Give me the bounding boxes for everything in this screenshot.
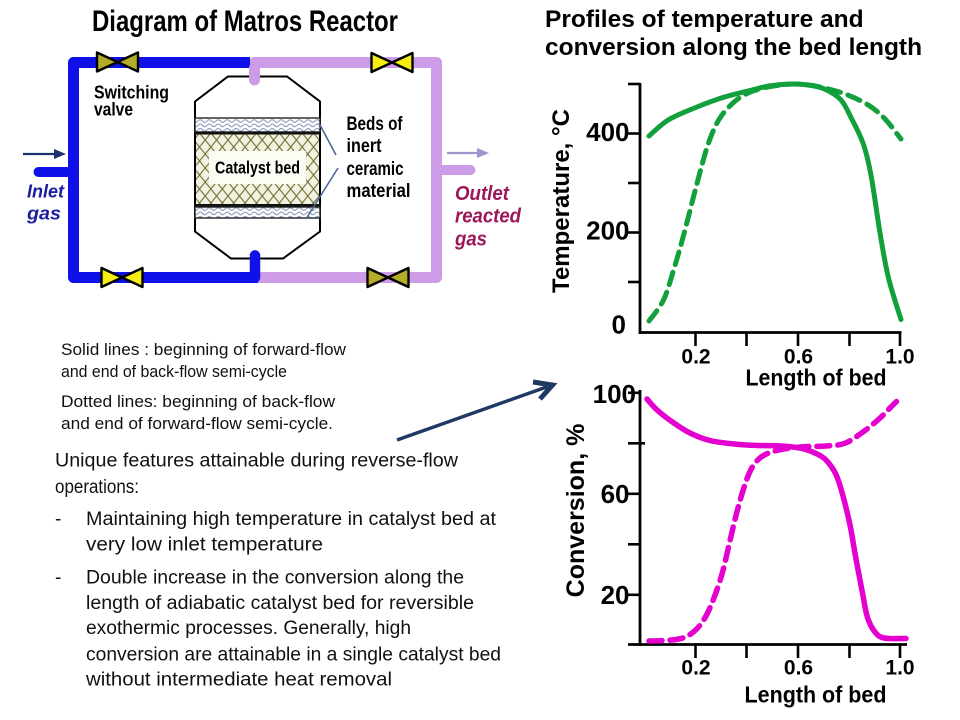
svg-text:exothermic processes. Generall: exothermic processes. Generally, high — [86, 618, 411, 639]
svg-text:Maintaining high temperature i: Maintaining high temperature in catalyst… — [86, 509, 497, 530]
svg-text:ceramic: ceramic — [347, 158, 404, 180]
svg-text:Solid lines : beginning of for: Solid lines : beginning of forward-flow — [61, 341, 346, 359]
svg-text:0.6: 0.6 — [784, 657, 813, 680]
svg-text:-: - — [55, 568, 61, 589]
svg-text:20: 20 — [601, 580, 630, 610]
svg-text:length of adiabatic catalyst b: length of adiabatic catalyst bed for rev… — [86, 593, 474, 614]
svg-text:gas: gas — [26, 203, 61, 224]
svg-text:Unique features attainable dur: Unique features attainable during revers… — [55, 451, 458, 472]
svg-text:Temperature, °C: Temperature, °C — [548, 109, 575, 293]
svg-text:0.2: 0.2 — [681, 346, 710, 369]
svg-text:Switching: Switching — [94, 82, 169, 102]
svg-text:1.0: 1.0 — [885, 346, 914, 369]
svg-text:and end of back-flow semi-cycl: and end of back-flow semi-cycle — [61, 363, 287, 381]
svg-text:Inlet: Inlet — [27, 180, 65, 201]
svg-text:inert: inert — [347, 135, 382, 157]
svg-text:0.2: 0.2 — [681, 657, 710, 680]
svg-text:Catalyst bed: Catalyst bed — [215, 158, 300, 178]
svg-text:conversion along the bed lengt: conversion along the bed length — [545, 34, 922, 61]
svg-text:Outlet: Outlet — [455, 183, 510, 205]
svg-text:400: 400 — [586, 117, 629, 147]
svg-text:200: 200 — [586, 216, 629, 246]
svg-text:-: - — [55, 509, 61, 530]
svg-text:60: 60 — [601, 479, 630, 509]
svg-text:material: material — [347, 180, 411, 202]
svg-text:operations:: operations: — [55, 477, 139, 498]
svg-text:1.0: 1.0 — [885, 657, 914, 680]
svg-text:reacted: reacted — [455, 206, 522, 228]
svg-text:Profiles of temperature and: Profiles of temperature and — [545, 6, 864, 33]
svg-text:Dotted lines: beginning of bac: Dotted lines: beginning of back-flow — [61, 393, 335, 411]
svg-text:Length of bed: Length of bed — [746, 365, 887, 391]
svg-text:very low inlet temperature: very low inlet temperature — [86, 535, 323, 556]
svg-text:Double increase in the convers: Double increase in the conversion along … — [86, 568, 464, 589]
svg-text:Diagram of Matros Reactor: Diagram of Matros Reactor — [92, 5, 398, 38]
svg-text:Beds of: Beds of — [347, 113, 403, 135]
svg-text:Conversion, %: Conversion, % — [562, 424, 590, 598]
svg-text:valve: valve — [94, 100, 133, 120]
svg-text:Length of bed: Length of bed — [745, 682, 887, 708]
svg-text:without intermediate heat remo: without intermediate heat removal — [85, 670, 392, 691]
svg-text:100: 100 — [593, 379, 636, 409]
svg-text:gas: gas — [454, 229, 487, 251]
svg-text:and end of forward-flow semi-c: and end of forward-flow semi-cycle. — [61, 415, 333, 433]
svg-text:0: 0 — [612, 310, 626, 340]
svg-text:0.6: 0.6 — [784, 346, 813, 369]
svg-text:conversion are attainable in a: conversion are attainable in a single ca… — [86, 645, 501, 666]
